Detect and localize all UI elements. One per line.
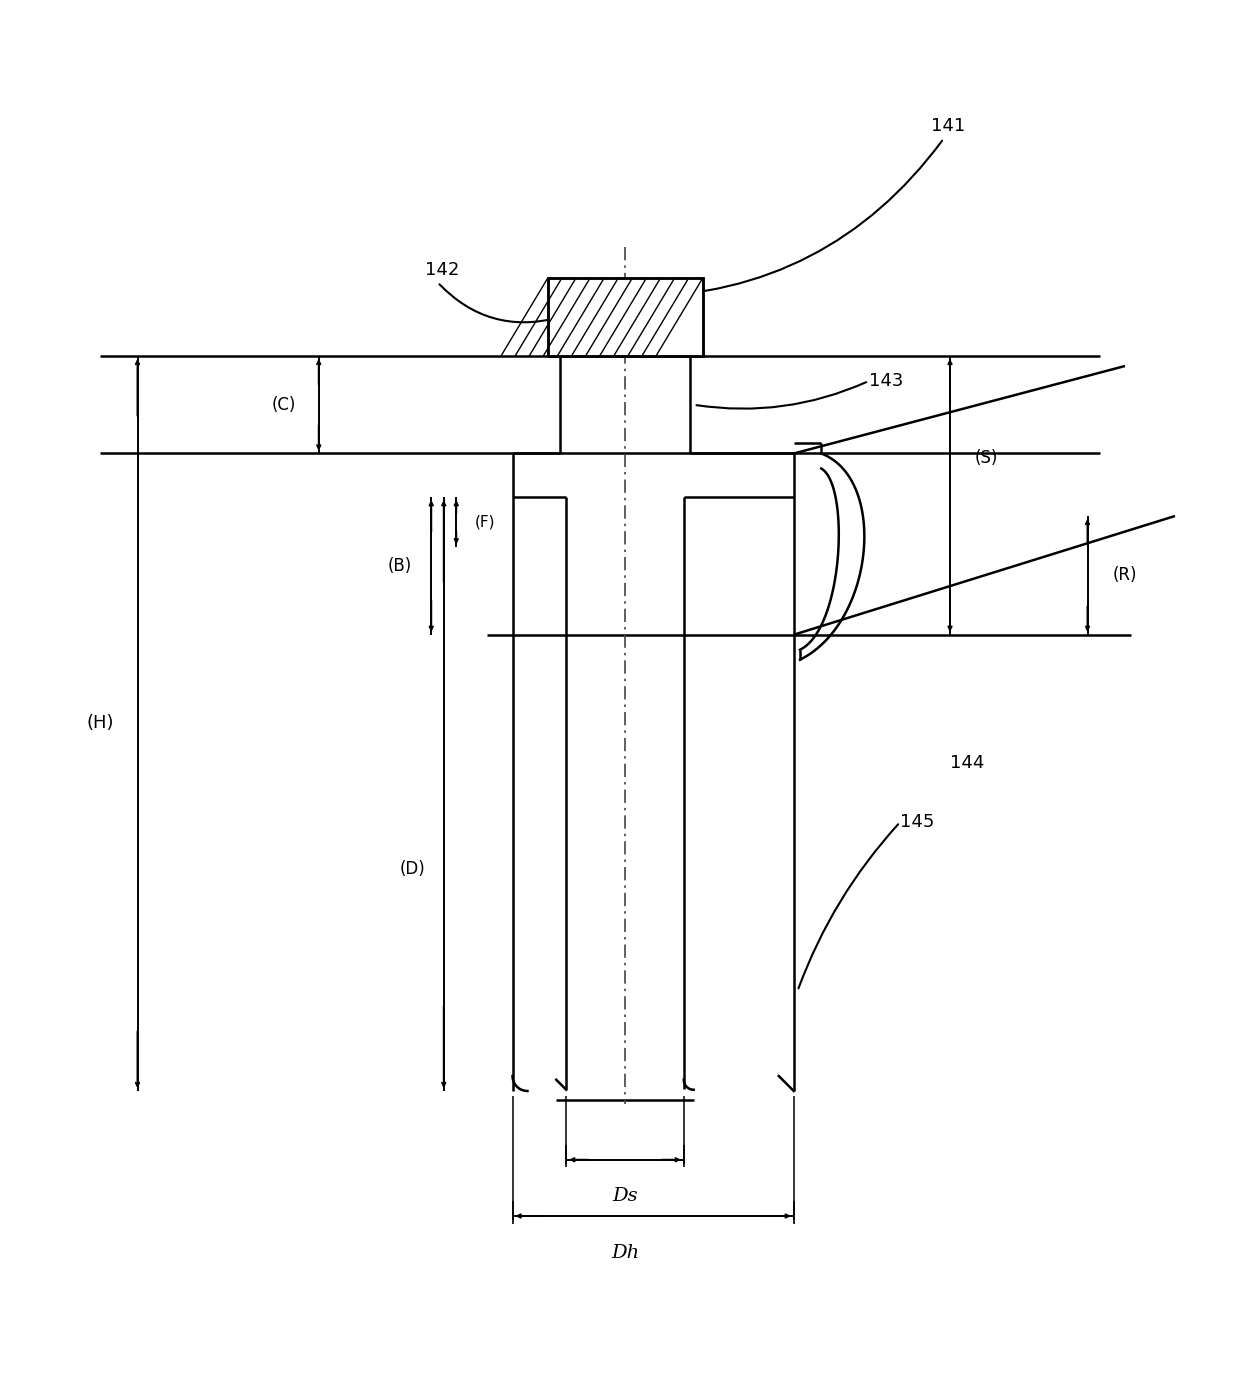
Text: 144: 144 [950, 755, 985, 773]
Text: 145: 145 [900, 813, 935, 831]
Text: (H): (H) [86, 714, 114, 732]
Text: (R): (R) [1112, 567, 1138, 585]
Text: Dh: Dh [611, 1244, 639, 1262]
Bar [548, 279, 702, 357]
Text: (B): (B) [388, 557, 412, 575]
Text: Ds: Ds [612, 1187, 638, 1205]
Text: (F): (F) [475, 514, 495, 529]
Text: (D): (D) [400, 860, 425, 878]
Text: (C): (C) [271, 395, 296, 413]
Text: (S): (S) [975, 449, 999, 467]
Bar [548, 279, 702, 357]
Text: 142: 142 [425, 261, 460, 279]
Text: 143: 143 [869, 372, 902, 390]
Text: 141: 141 [931, 117, 965, 135]
